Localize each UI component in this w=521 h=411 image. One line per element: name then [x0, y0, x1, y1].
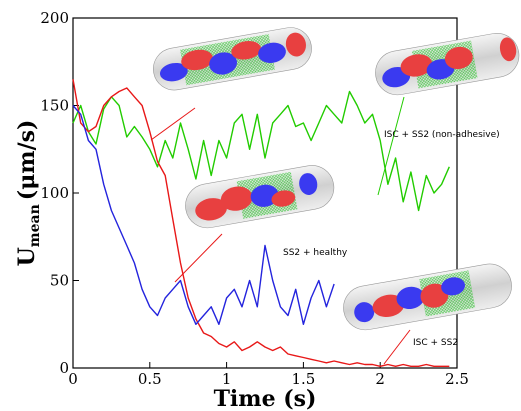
- x-tick-label: 2: [375, 370, 385, 388]
- y-tick-label: 150: [40, 97, 69, 115]
- x-axis-title: Time (s): [214, 386, 317, 411]
- y-tick-label: 0: [59, 359, 69, 377]
- annotation-arrow-4: [383, 329, 411, 365]
- tube-illustration-1: [153, 27, 312, 91]
- series-line-blue: [72, 105, 335, 325]
- series-line-red: [72, 79, 450, 367]
- series-line-green: [72, 90, 450, 212]
- y-axis-title: Umean (μm/s): [14, 120, 43, 267]
- annotation-arrow-2: [377, 96, 405, 196]
- tube-illustration-4: [343, 263, 512, 331]
- x-tick-label: 2.5: [445, 370, 469, 388]
- y-axis-title-main: U: [14, 247, 40, 266]
- annotation-ss2-healthy: SS2 + healthy: [283, 248, 348, 258]
- x-tick-label: 0.5: [138, 370, 162, 388]
- tube-illustration-3: [185, 165, 335, 229]
- tube-illustration-2: [375, 33, 520, 96]
- tick-labels: 0 0.5 1 1.5 2 2.5 0 50 100 150 200: [40, 9, 469, 388]
- y-tick-label: 100: [40, 184, 69, 202]
- x-tick-label: 1.5: [291, 370, 315, 388]
- annotation-isc-ss2-nonadhesive: ISC + SS2 (non-adhesive): [384, 130, 500, 140]
- y-tick-label: 200: [40, 9, 69, 27]
- annotation-arrow-3: [174, 233, 223, 283]
- y-tick-label: 50: [50, 272, 69, 290]
- y-axis-title-unit: (μm/s): [14, 120, 40, 201]
- annotation-isc-ss2: ISC + SS2: [413, 338, 458, 348]
- series-layer: [72, 79, 450, 367]
- svg-text:Umean(μm/s): Umean (μm/s): [14, 120, 43, 267]
- x-tick-label: 0: [68, 370, 78, 388]
- x-tick-label: 1: [222, 370, 232, 388]
- y-axis-title-sub: mean: [27, 204, 43, 247]
- annotation-arrow-1: [150, 107, 196, 141]
